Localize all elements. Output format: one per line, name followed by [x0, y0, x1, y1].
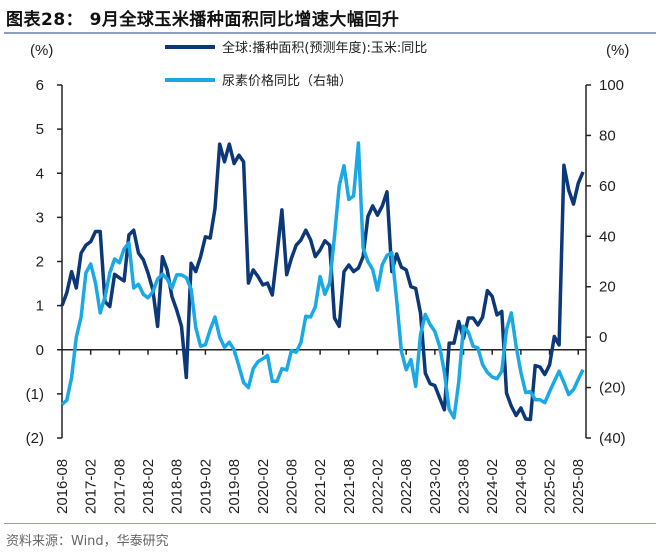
x-axis-tick-label: 2025-08 [570, 459, 587, 514]
x-axis-tick-label: 2024-08 [513, 459, 530, 514]
title-divider [4, 32, 656, 34]
axes: 6 5 4 3 2 1 0 (1) (2) 100 80 60 40 20 0 (20) (40) 2016-08… [26, 77, 626, 514]
right-axis-unit: (%) [606, 42, 629, 59]
x-axis-tick-label: 2021-02 [312, 459, 329, 514]
x-axis-tick-label: 2019-02 [197, 459, 214, 514]
source-note: 资料来源：Wind，华泰研究 [6, 534, 169, 549]
left-axis-tick-label: 5 [36, 121, 44, 138]
right-axis-tick-label: 80 [599, 127, 616, 144]
x-axis-tick-label: 2017-08 [111, 459, 128, 514]
left-axis-unit: (%) [30, 42, 53, 59]
right-axis-tick-label: (20) [599, 380, 626, 397]
right-axis-tick-label: 0 [599, 329, 607, 346]
left-axis-tick-label: 0 [36, 342, 44, 359]
left-axis-tick-label: (1) [26, 386, 44, 403]
right-axis-tick-label: 40 [599, 228, 616, 245]
x-axis-tick-label: 2023-08 [456, 459, 473, 514]
x-axis-tick-label: 2023-02 [427, 459, 444, 514]
series-line-corn-area-yoy [60, 142, 585, 422]
x-axis-tick-label: 2019-08 [226, 459, 243, 514]
series-lines [60, 141, 585, 422]
series-line-urea-price-yoy [60, 141, 585, 420]
x-axis-tick-label: 2020-02 [255, 459, 272, 514]
x-axis-tick-label: 2017-02 [83, 459, 100, 514]
legend-label-corn-area: 全球:播种面积(预测年度):玉米:同比 [222, 40, 427, 56]
x-axis-tick-label: 2024-02 [484, 459, 501, 514]
left-axis-tick-label: 6 [36, 77, 44, 94]
right-axis-tick-label: 100 [599, 77, 624, 94]
x-axis-tick-label: 2018-08 [169, 459, 186, 514]
legend: 全球:播种面积(预测年度):玉米:同比 尿素价格同比（右轴） [165, 40, 427, 89]
x-axis-tick-label: 2020-08 [283, 459, 300, 514]
left-axis-tick-label: 4 [36, 165, 44, 182]
left-axis-tick-label: (2) [26, 430, 44, 447]
x-axis-tick-label: 2022-02 [369, 459, 386, 514]
left-axis-tick-label: 2 [36, 254, 44, 271]
right-axis-tick-label: 20 [599, 279, 616, 296]
right-axis-tick-label: 60 [599, 178, 616, 195]
x-axis-tick-label: 2022-08 [398, 459, 415, 514]
legend-label-urea-price: 尿素价格同比（右轴） [222, 73, 352, 89]
right-axis-tick-label: (40) [599, 430, 626, 447]
source-divider [4, 523, 656, 524]
x-axis-tick-label: 2021-08 [341, 459, 358, 514]
left-axis-tick-label: 3 [36, 209, 44, 226]
figure-title: 图表28： 9月全球玉米播种面积同比增速大幅回升 [6, 10, 400, 30]
x-axis-tick-label: 2025-02 [542, 459, 559, 514]
left-axis-tick-label: 1 [36, 298, 44, 315]
x-axis-tick-label: 2016-08 [54, 459, 71, 514]
x-axis-tick-label: 2018-02 [140, 459, 157, 514]
